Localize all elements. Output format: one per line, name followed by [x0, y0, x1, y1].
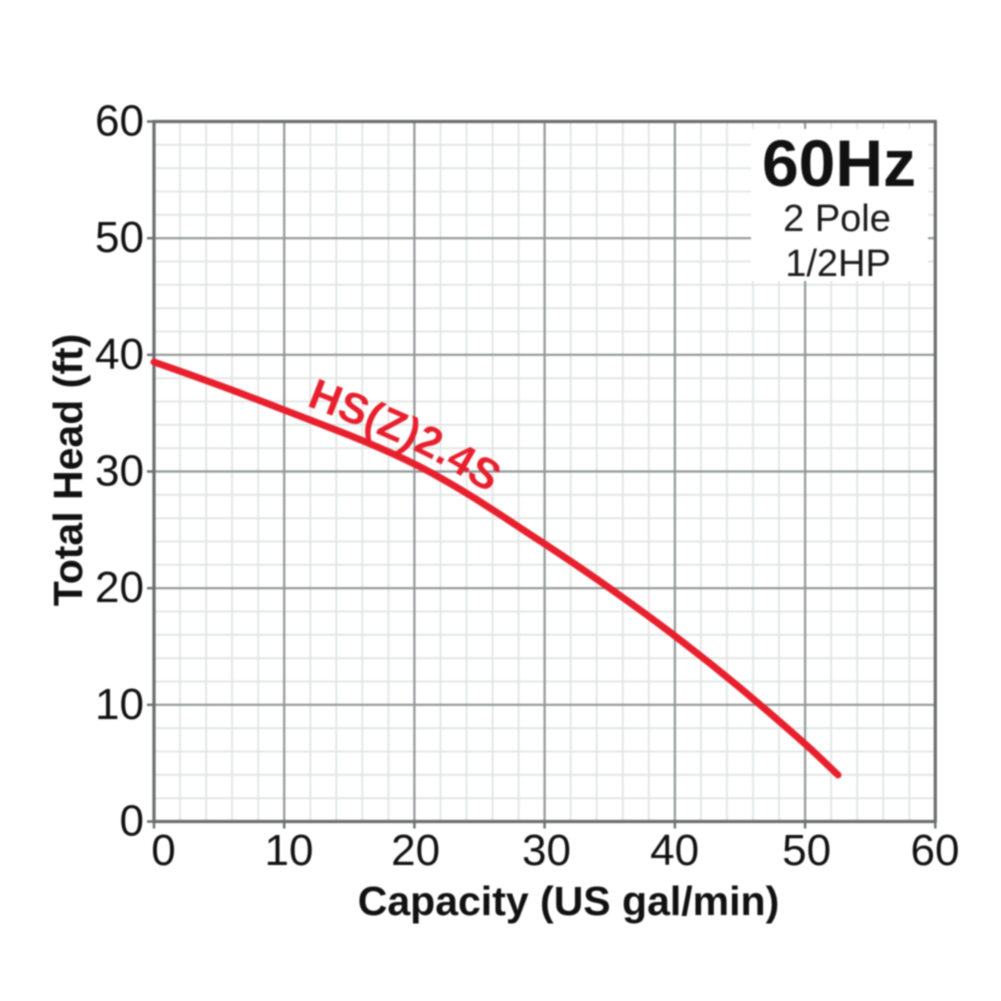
svg-text:0: 0 [151, 826, 175, 875]
svg-text:60: 60 [95, 97, 144, 146]
svg-text:2 Pole: 2 Pole [783, 198, 891, 240]
svg-text:50: 50 [782, 826, 831, 875]
svg-text:Total Head (ft): Total Head (ft) [45, 334, 91, 607]
svg-text:1/2HP: 1/2HP [785, 243, 891, 285]
svg-text:Capacity (US gal/min): Capacity (US gal/min) [358, 878, 779, 924]
svg-text:30: 30 [522, 826, 571, 875]
svg-text:50: 50 [95, 213, 144, 262]
svg-text:40: 40 [650, 826, 699, 875]
svg-text:0: 0 [120, 797, 144, 846]
svg-text:20: 20 [95, 563, 144, 612]
svg-text:10: 10 [95, 680, 144, 729]
svg-text:60Hz: 60Hz [762, 126, 916, 200]
svg-text:30: 30 [95, 447, 144, 496]
svg-text:40: 40 [95, 330, 144, 379]
svg-text:20: 20 [391, 826, 440, 875]
svg-text:10: 10 [265, 826, 314, 875]
svg-text:60: 60 [911, 826, 960, 875]
